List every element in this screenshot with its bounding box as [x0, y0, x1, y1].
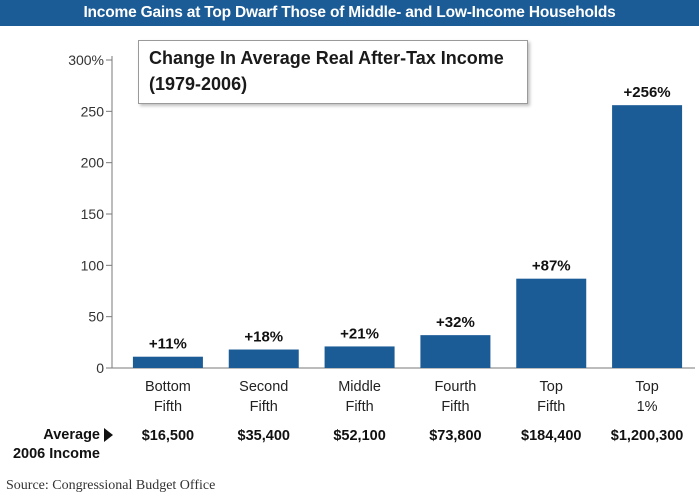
chart-subtitle-line-1: Change In Average Real After-Tax Income: [149, 48, 504, 68]
average-income-value: $52,100: [333, 428, 385, 444]
y-tick-label: 300%: [68, 52, 104, 68]
chart-subtitle-line-2: (1979-2006): [149, 74, 248, 94]
bar-data-label: +21%: [340, 325, 379, 342]
y-tick-label: 200: [81, 155, 105, 171]
x-category-label: 1%: [637, 399, 658, 415]
bar-data-label: +11%: [149, 336, 187, 353]
x-category-label: Second: [239, 379, 288, 395]
bar: [132, 356, 203, 368]
arrow-right-icon: [104, 428, 113, 442]
bar-data-label: +32%: [436, 314, 475, 331]
source-note: Source: Congressional Budget Office: [6, 478, 216, 493]
axis-layer: 0 50 100 150 200 250 300%: [68, 52, 695, 376]
x-category-label: Fifth: [441, 399, 469, 415]
y-tick-label: 150: [81, 206, 105, 222]
average-income-label-line-1: Average: [43, 427, 100, 443]
average-income-value: $73,800: [429, 428, 481, 444]
average-income-value: $184,400: [521, 428, 581, 444]
x-category-label: Top: [635, 379, 658, 395]
x-category-label: Fifth: [250, 399, 278, 415]
y-tick-label: 100: [81, 257, 105, 273]
bar: [420, 335, 491, 368]
x-category-label: Fourth: [434, 379, 476, 395]
bar: [516, 278, 587, 368]
x-category-label: Top: [540, 379, 563, 395]
bar: [612, 105, 683, 368]
x-category-label: Fifth: [345, 399, 373, 415]
average-income-value: $1,200,300: [611, 428, 684, 444]
bar: [324, 346, 395, 368]
y-tick-label: 0: [96, 360, 104, 376]
x-category-label: Middle: [338, 379, 381, 395]
average-income-label-line-2: 2006 Income: [12, 446, 100, 462]
x-category-label: Fifth: [537, 399, 565, 415]
chart-banner-title: Income Gains at Top Dwarf Those of Middl…: [0, 0, 699, 26]
chart-subtitle-box: Change In Average Real After-Tax Income …: [138, 40, 528, 104]
label-layer: +11% Bottom Fifth $16,500 +18% Second Fifth $35…: [142, 84, 684, 444]
bar-data-label: +256%: [624, 84, 671, 101]
bar: [228, 349, 299, 368]
bar-layer: [132, 105, 683, 368]
x-category-label: Bottom: [145, 379, 191, 395]
average-income-label: Average 2006 Income: [0, 426, 100, 464]
average-income-value: $16,500: [142, 428, 194, 444]
y-tick-label: 250: [81, 103, 105, 119]
bar-data-label: +18%: [244, 329, 283, 346]
y-tick-label: 50: [88, 309, 104, 325]
bar-data-label: +87%: [532, 258, 571, 275]
average-income-value: $35,400: [238, 428, 290, 444]
x-category-label: Fifth: [154, 399, 182, 415]
